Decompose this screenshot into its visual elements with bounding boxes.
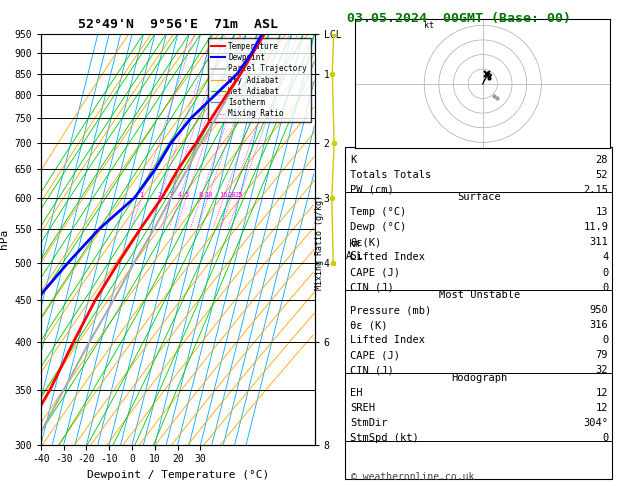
Text: K: K (350, 155, 357, 165)
Text: kt: kt (424, 21, 434, 30)
Text: Most Unstable: Most Unstable (438, 290, 520, 300)
Text: 12: 12 (596, 403, 608, 413)
Text: SREH: SREH (350, 403, 376, 413)
Text: 20: 20 (227, 192, 235, 198)
Text: 13: 13 (596, 207, 608, 217)
Text: CIN (J): CIN (J) (350, 365, 394, 376)
Text: CAPE (J): CAPE (J) (350, 350, 400, 361)
Text: 0: 0 (602, 268, 608, 278)
Text: StmSpd (kt): StmSpd (kt) (350, 434, 419, 443)
Text: EH: EH (350, 388, 363, 398)
Text: 32: 32 (596, 365, 608, 376)
Text: 16: 16 (220, 192, 228, 198)
Text: 4: 4 (602, 253, 608, 262)
Text: CIN (J): CIN (J) (350, 283, 394, 293)
Text: Temp (°C): Temp (°C) (350, 207, 406, 217)
Title: 52°49'N  9°56'E  71m  ASL: 52°49'N 9°56'E 71m ASL (78, 18, 277, 32)
Text: 8: 8 (199, 192, 203, 198)
Text: PW (cm): PW (cm) (350, 185, 394, 195)
Text: 0: 0 (602, 335, 608, 346)
Text: Totals Totals: Totals Totals (350, 170, 431, 180)
Text: 0: 0 (602, 434, 608, 443)
Text: 3: 3 (169, 192, 173, 198)
Text: θε (K): θε (K) (350, 320, 388, 330)
Text: 2: 2 (157, 192, 162, 198)
Text: 311: 311 (589, 238, 608, 247)
Y-axis label: hPa: hPa (0, 229, 9, 249)
Text: 28: 28 (596, 155, 608, 165)
Text: 03.05.2024  00GMT (Base: 00): 03.05.2024 00GMT (Base: 00) (347, 12, 571, 25)
Text: 10: 10 (204, 192, 212, 198)
Text: 11.9: 11.9 (583, 223, 608, 232)
Text: 25: 25 (235, 192, 243, 198)
Text: 950: 950 (589, 305, 608, 315)
Legend: Temperature, Dewpoint, Parcel Trajectory, Dry Adiabat, Wet Adiabat, Isotherm, Mi: Temperature, Dewpoint, Parcel Trajectory… (208, 38, 311, 122)
Text: © weatheronline.co.uk: © weatheronline.co.uk (351, 472, 474, 482)
Text: 304°: 304° (583, 418, 608, 428)
Text: Mixing Ratio (g/kg): Mixing Ratio (g/kg) (315, 195, 324, 291)
X-axis label: Dewpoint / Temperature (°C): Dewpoint / Temperature (°C) (87, 470, 269, 480)
Text: 52: 52 (596, 170, 608, 180)
Text: Dewp (°C): Dewp (°C) (350, 223, 406, 232)
Text: θε(K): θε(K) (350, 238, 382, 247)
Text: 79: 79 (596, 350, 608, 361)
Text: Pressure (mb): Pressure (mb) (350, 305, 431, 315)
Text: 2.15: 2.15 (583, 185, 608, 195)
Y-axis label: km
ASL: km ASL (346, 240, 364, 261)
Text: Lifted Index: Lifted Index (350, 253, 425, 262)
Text: 316: 316 (589, 320, 608, 330)
Text: CAPE (J): CAPE (J) (350, 268, 400, 278)
Text: 12: 12 (596, 388, 608, 398)
Text: Lifted Index: Lifted Index (350, 335, 425, 346)
Text: 1: 1 (139, 192, 143, 198)
Text: 5: 5 (184, 192, 188, 198)
Text: StmDir: StmDir (350, 418, 388, 428)
Text: Surface: Surface (457, 192, 501, 202)
Text: 0: 0 (602, 283, 608, 293)
Text: Hodograph: Hodograph (451, 373, 508, 383)
Text: 4: 4 (177, 192, 182, 198)
